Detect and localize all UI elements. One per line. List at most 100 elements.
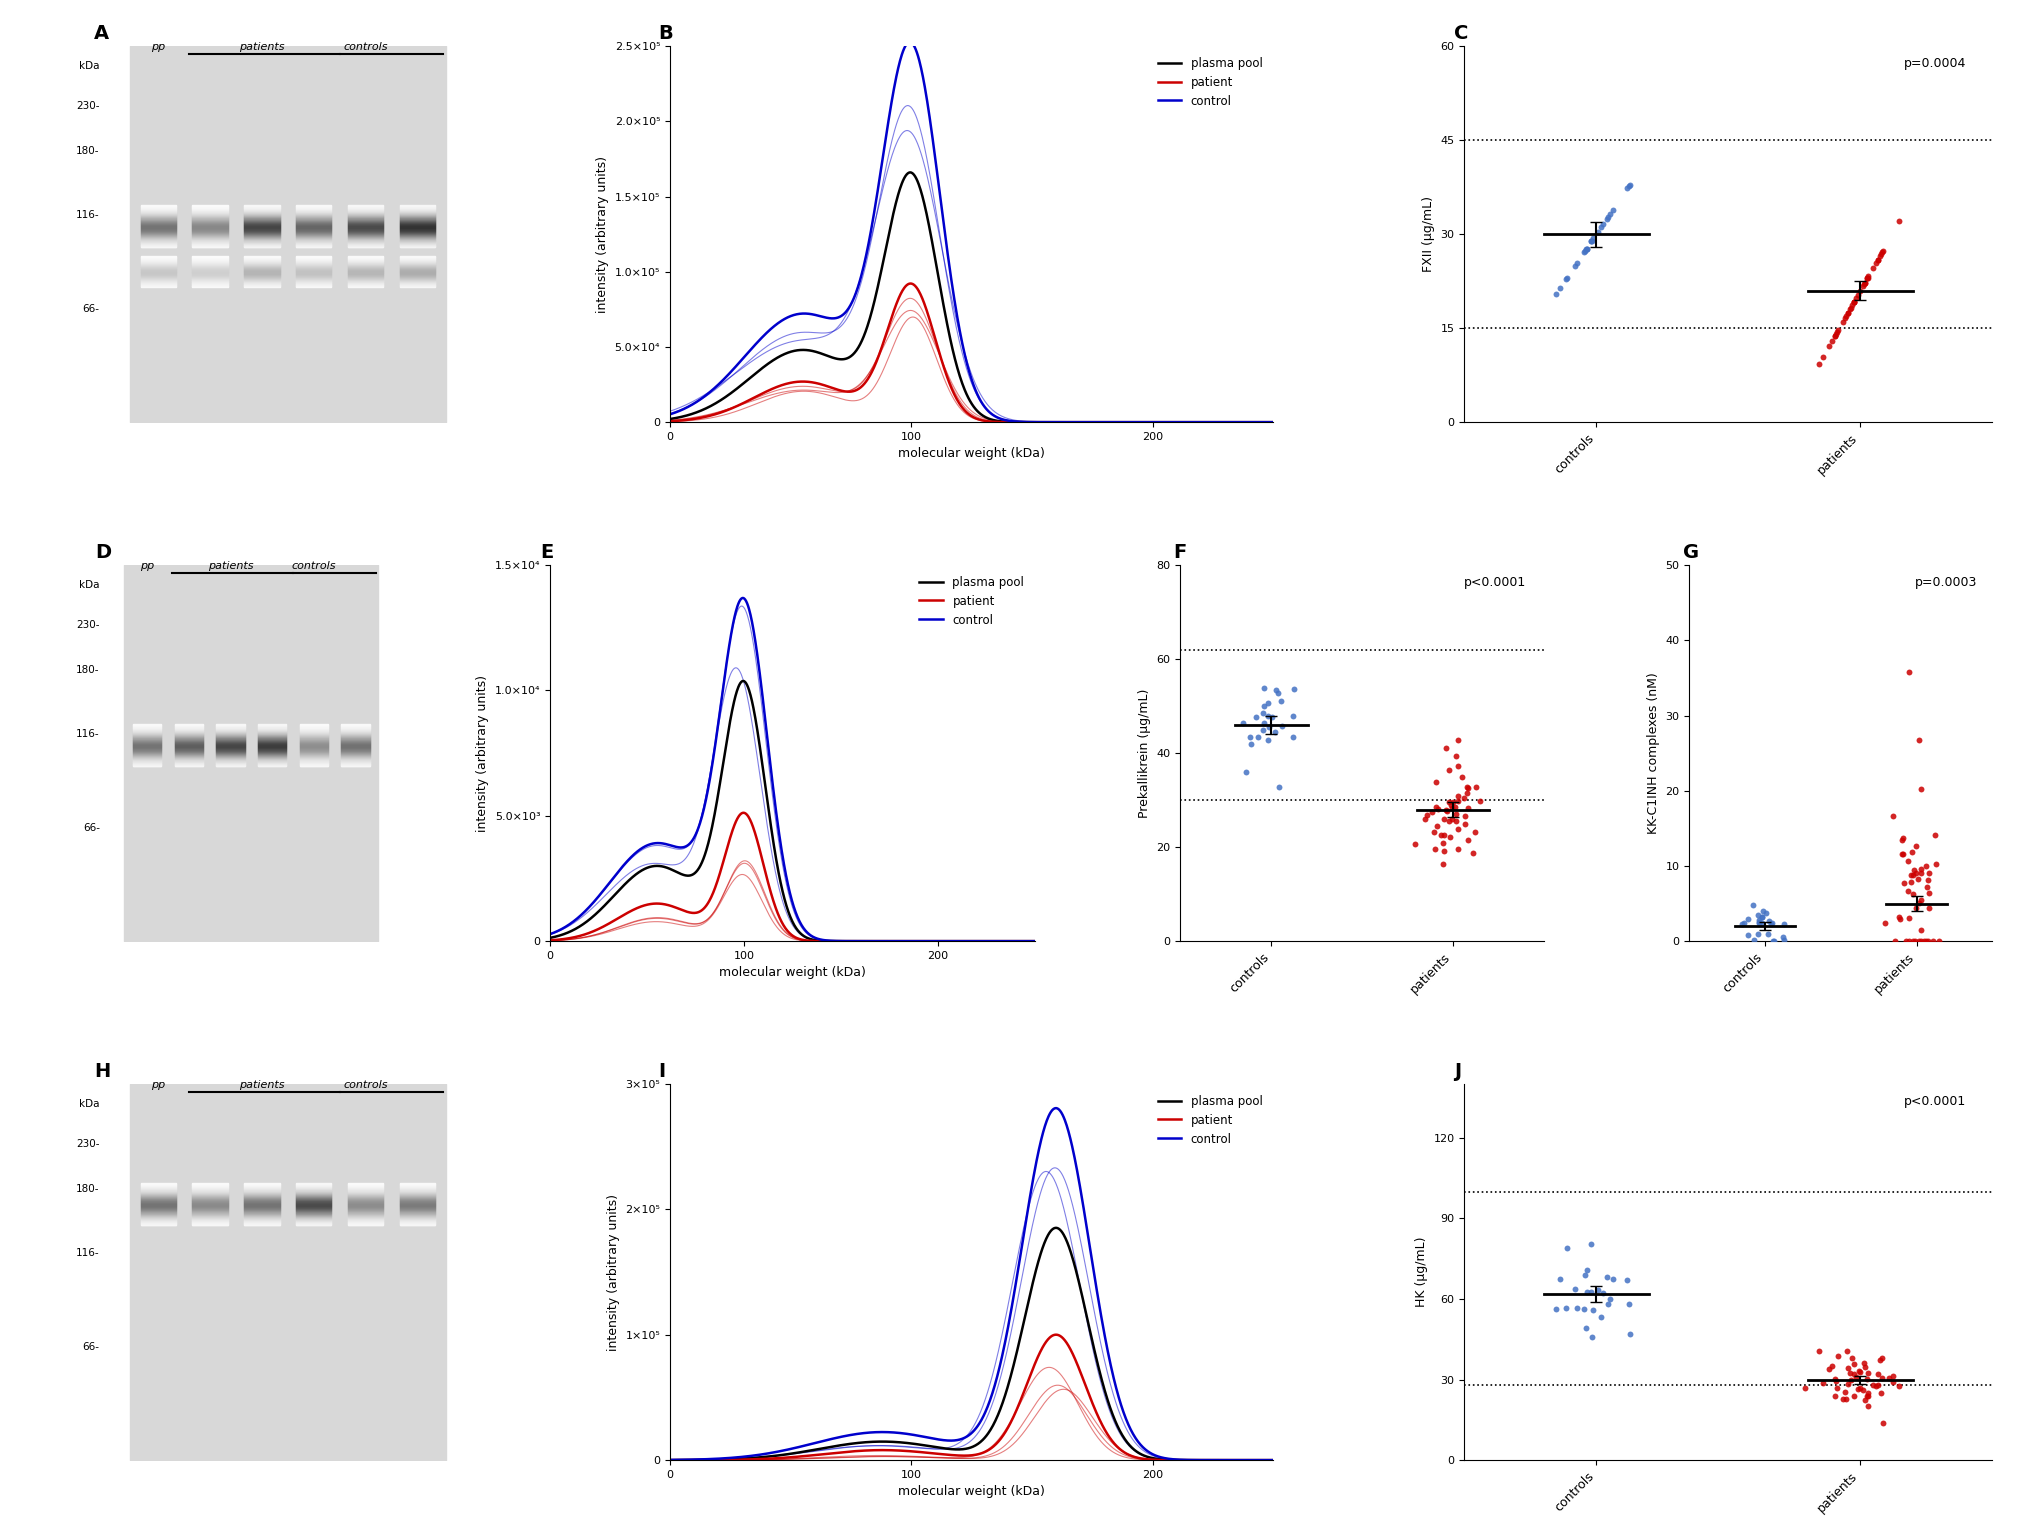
Point (1613, 172, 1646, 197)
Point (1589, 1265, 1622, 1290)
Point (1577, 1297, 1609, 1322)
Point (1435, 792, 1467, 816)
Point (1876, 1369, 1908, 1394)
Point (1817, 1385, 1849, 1409)
Point (1886, 871, 1918, 896)
Text: E: E (541, 543, 553, 561)
Point (1882, 1374, 1914, 1399)
Point (1898, 858, 1930, 882)
Y-axis label: FXII (μg/mL): FXII (μg/mL) (1420, 197, 1435, 272)
Point (1910, 928, 1943, 953)
Point (1882, 209, 1914, 234)
Point (1892, 659, 1924, 684)
X-axis label: molecular weight (kDa): molecular weight (kDa) (719, 967, 866, 979)
plasma pool (656, 1451, 681, 1469)
Point (1843, 1359, 1876, 1383)
Point (1896, 862, 1928, 887)
Point (1439, 744, 1471, 768)
Point (1835, 292, 1867, 317)
Y-axis label: Prekallikrein (μg/mL): Prekallikrein (μg/mL) (1138, 689, 1150, 818)
Text: kDa: kDa (79, 1099, 100, 1110)
Point (1851, 266, 1884, 290)
Point (1538, 281, 1571, 306)
plasma pool (902, 1434, 927, 1452)
Point (1841, 283, 1874, 307)
Point (1575, 1325, 1607, 1349)
Point (1752, 922, 1784, 947)
Point (1542, 1266, 1575, 1291)
patient (1073, 413, 1097, 432)
Point (1758, 928, 1790, 953)
Point (1276, 704, 1309, 729)
control (872, 931, 896, 950)
Text: A: A (93, 23, 110, 43)
Point (1548, 1296, 1581, 1320)
patient (1128, 413, 1152, 432)
Text: G: G (1682, 543, 1699, 561)
Point (1437, 790, 1469, 815)
plasma pool (1128, 413, 1152, 432)
Point (1459, 775, 1491, 799)
Point (1418, 838, 1451, 862)
Point (1896, 882, 1928, 907)
Point (1892, 928, 1924, 953)
Text: 230-: 230- (75, 1139, 100, 1150)
Point (1233, 725, 1266, 750)
Point (1418, 770, 1451, 795)
Y-axis label: HK (μg/mL): HK (μg/mL) (1414, 1237, 1426, 1308)
Point (1847, 271, 1880, 295)
Point (1843, 1376, 1876, 1400)
Point (1431, 758, 1463, 782)
Point (1802, 1339, 1835, 1363)
Point (1262, 775, 1294, 799)
Point (1591, 204, 1624, 229)
Text: F: F (1172, 543, 1187, 561)
Point (1256, 705, 1288, 730)
Point (1264, 689, 1296, 713)
Point (1837, 290, 1869, 315)
Point (1550, 1236, 1583, 1260)
plasma pool (587, 901, 612, 919)
Point (1806, 1371, 1839, 1396)
Text: p<0.0001: p<0.0001 (1902, 1096, 1965, 1108)
Point (1542, 277, 1575, 301)
Point (1815, 1354, 1847, 1379)
Point (1863, 243, 1896, 267)
Point (1735, 893, 1768, 918)
Point (1851, 264, 1884, 289)
Point (1861, 247, 1894, 272)
Point (1813, 334, 1845, 358)
Point (1591, 1291, 1624, 1316)
Point (1855, 255, 1888, 280)
Point (1609, 1268, 1642, 1293)
Point (1426, 851, 1459, 876)
Text: controls: controls (343, 41, 388, 52)
patient (898, 274, 923, 292)
Point (1731, 907, 1764, 931)
Point (1910, 875, 1943, 899)
Point (1240, 704, 1272, 729)
Point (1585, 1305, 1617, 1330)
Point (1829, 1380, 1861, 1405)
Point (1561, 1296, 1593, 1320)
Line: patient: patient (551, 813, 1034, 941)
Point (1876, 1363, 1908, 1388)
Point (1449, 804, 1481, 828)
patient (1073, 1374, 1097, 1393)
Point (1802, 352, 1835, 377)
Point (1845, 274, 1878, 298)
Point (1248, 693, 1280, 718)
Line: control: control (669, 1108, 1272, 1460)
Point (1859, 1374, 1892, 1399)
Text: H: H (93, 1062, 110, 1081)
Text: 116-: 116- (75, 730, 100, 739)
patient (1042, 1325, 1067, 1343)
Point (1398, 832, 1431, 856)
Point (1439, 795, 1471, 819)
Point (1910, 868, 1943, 893)
Point (1829, 1386, 1861, 1411)
Point (1819, 1366, 1851, 1391)
Y-axis label: intensity (arbitrary units): intensity (arbitrary units) (595, 155, 610, 312)
Point (1904, 861, 1936, 885)
Text: patients: patients (207, 561, 254, 570)
